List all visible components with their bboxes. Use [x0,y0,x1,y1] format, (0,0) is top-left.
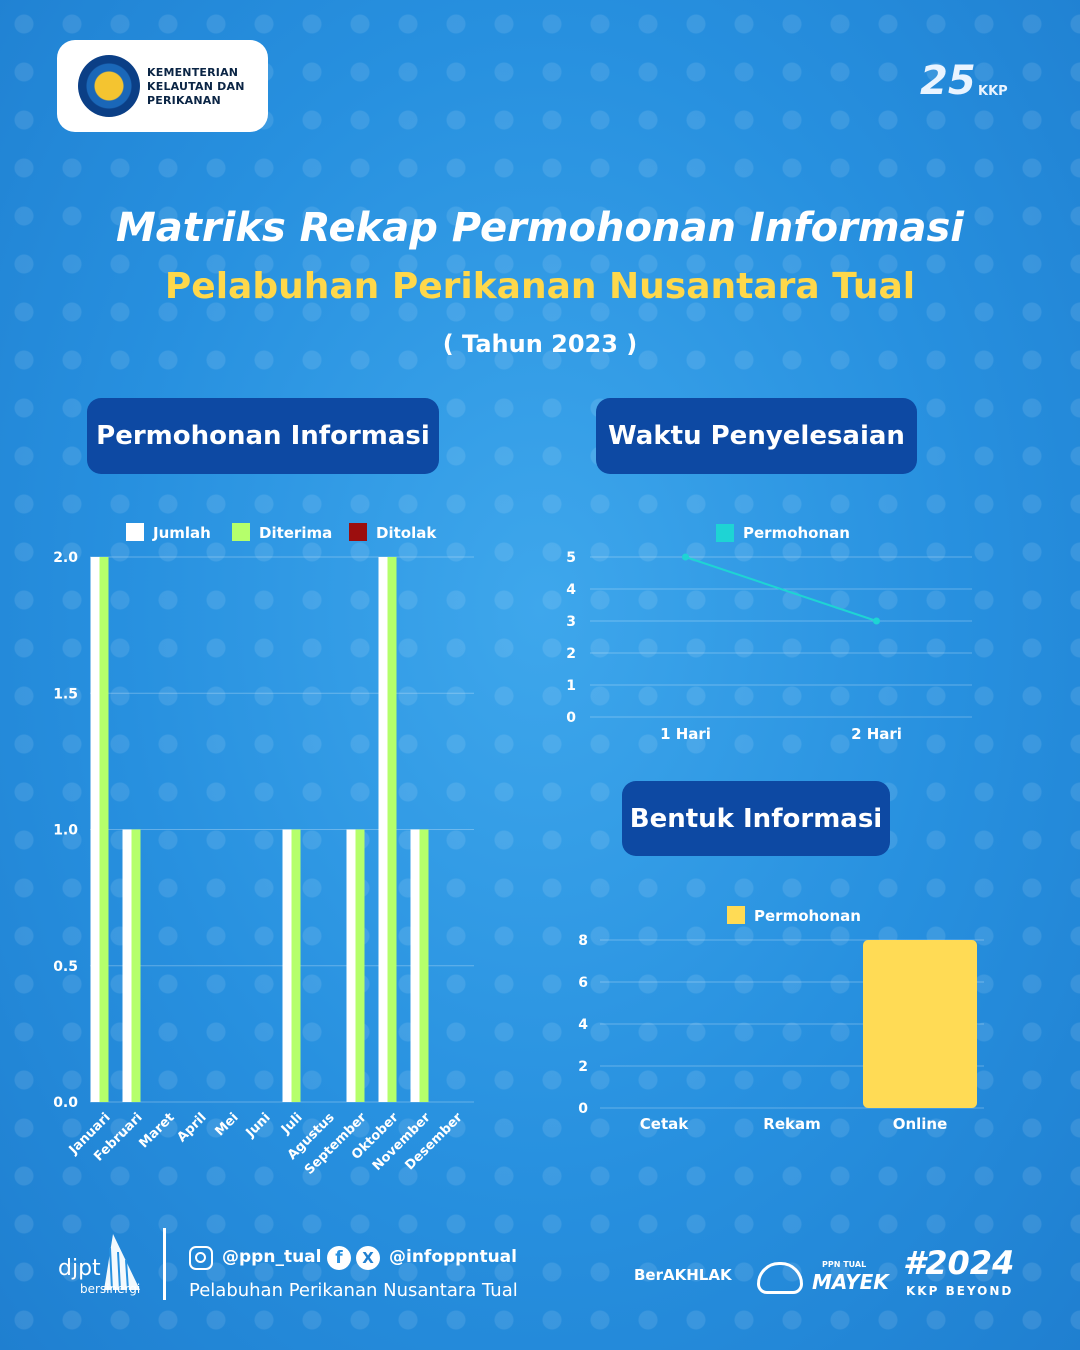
ministry-emblem-icon [78,55,140,117]
section-title-permohonan: Permohonan Informasi [87,398,439,474]
bar-jumlah [122,829,132,1102]
bar-jumlah [90,557,100,1102]
y-tick-label: 2 [578,1059,588,1075]
subtitle: Pelabuhan Perikanan Nusantara Tual [164,266,916,307]
bar-jumlah [346,829,356,1102]
y-tick-label: 4 [578,1017,588,1033]
footer-org-name: Pelabuhan Perikanan Nusantara Tual [189,1280,518,1301]
y-tick-label: 8 [578,933,588,949]
bar-diterima [355,829,365,1102]
berakhlak-logo: BerAKHLAK [634,1266,732,1284]
y-tick-label: 0 [566,710,576,726]
x-tick-label: Cetak [640,1115,689,1133]
ministry-name-line-2: KELAUTAN DAN [147,80,245,93]
series-line-permohonan [685,556,877,622]
y-tick-label: 3 [566,614,576,630]
y-tick-label: 0.0 [53,1095,78,1111]
instagram-icon[interactable] [189,1246,213,1270]
y-tick-label: 0.5 [53,959,78,975]
y-tick-label: 6 [578,975,588,991]
x-tick-label: Juni [243,1110,274,1141]
bar-diterima [99,557,109,1102]
sail-icon [104,1234,140,1291]
instagram-handle[interactable]: @ppn_tual [222,1247,322,1267]
kkp-25-logo: 25 KKP [920,58,1020,114]
section-title-waktu: Waktu Penyelesaian [596,398,917,474]
y-tick-label: 0 [578,1101,588,1117]
anniversary-number: 25 [920,58,976,104]
bar-diterima [387,557,397,1102]
legend-swatch-jumlah [126,523,144,541]
data-point [682,553,689,561]
social-handle[interactable]: @infoppntual [389,1247,517,1267]
legend-label-jumlah: Jumlah [152,524,211,542]
chart-waktu-penyelesaian: 0 1 2 3 4 5 Permohonan 1 Hari 2 Hari [566,524,972,743]
bar-jumlah [282,829,292,1102]
year-label: ( Tahun 2023 ) [442,330,638,358]
chart-bentuk-informasi: 0 2 4 6 8 Permohonan Cetak Rekam Online [578,906,984,1133]
legend-label-permohonan: Permohonan [743,524,850,542]
y-tick-label: 2.0 [53,550,78,566]
x-tick-label: Online [893,1115,948,1133]
legend-label-diterima: Diterima [259,524,332,542]
legend-label-permohonan: Permohonan [754,907,861,925]
x-tick-label: Rekam [763,1115,820,1133]
x-tick-label: 2 Hari [851,725,902,743]
ministry-name-line-3: PERIKANAN [147,94,221,107]
x-tick-label: 1 Hari [660,725,711,743]
legend-swatch-ditolak [349,523,367,541]
y-tick-label: 1 [566,678,576,694]
legend-label-ditolak: Ditolak [376,524,437,542]
facebook-icon[interactable]: f [327,1246,351,1270]
bersinergi-text: bersinergi [80,1282,141,1296]
legend-swatch-permohonan [727,906,745,924]
main-title: Matriks Rekap Permohonan Informasi [115,205,965,251]
ppn-tual-label: PPN TUAL [822,1260,867,1269]
bar-diterima [419,829,429,1102]
legend-swatch-diterima [232,523,250,541]
bar-diterima [291,829,301,1102]
anniversary-brand: KKP [978,84,1008,99]
mayek-logo: MAYEK [812,1270,889,1294]
y-tick-label: 2 [566,646,576,662]
bar-jumlah [410,829,420,1102]
y-tick-label: 5 [566,550,576,566]
djpt-text: djpt [58,1256,101,1281]
x-tick-label: April [174,1110,209,1145]
bar-permohonan [863,940,977,1108]
bar-diterima [131,829,141,1102]
section-title-bentuk: Bentuk Informasi [622,781,890,856]
x-tick-label: Maret [137,1110,178,1151]
legend-swatch-permohonan [716,524,734,542]
x-tick-label: Mei [212,1110,241,1139]
hashtag-2024: #2024 [903,1244,1015,1282]
footer-divider [163,1228,166,1300]
x-twitter-icon[interactable]: X [356,1246,380,1270]
y-tick-label: 1.5 [53,686,78,702]
y-tick-label: 1.0 [53,823,78,839]
bar-jumlah [378,557,388,1102]
mayek-emblem-icon [757,1262,803,1294]
y-tick-label: 4 [566,582,576,598]
ministry-name-line-1: KEMENTERIAN [147,66,239,79]
data-point [873,617,880,625]
kkp-beyond-label: KKP BEYOND [906,1284,1014,1298]
djpt-logo: djpt bersinergi [58,1230,148,1302]
x-tick-label: Juli [278,1110,306,1138]
